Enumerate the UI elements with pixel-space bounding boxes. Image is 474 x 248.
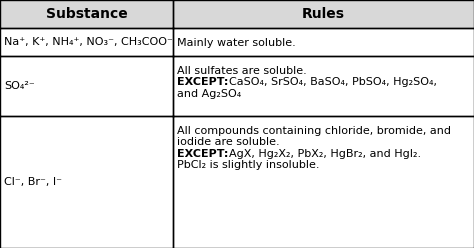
Text: AgX, Hg₂X₂, PbX₂, HgBr₂, and HgI₂.: AgX, Hg₂X₂, PbX₂, HgBr₂, and HgI₂. xyxy=(229,149,421,159)
Bar xyxy=(0,116,173,248)
Bar xyxy=(173,0,474,28)
Bar xyxy=(173,56,474,116)
Text: and Ag₂SO₄: and Ag₂SO₄ xyxy=(177,89,241,99)
Text: EXCEPT:: EXCEPT: xyxy=(177,149,228,159)
Text: All compounds containing chloride, bromide, and: All compounds containing chloride, bromi… xyxy=(177,126,451,136)
Text: Rules: Rules xyxy=(302,7,345,21)
Text: EXCEPT:: EXCEPT: xyxy=(177,77,228,87)
Text: Mainly water soluble.: Mainly water soluble. xyxy=(177,38,296,48)
Text: All sulfates are soluble.: All sulfates are soluble. xyxy=(177,66,307,76)
Text: Substance: Substance xyxy=(46,7,128,21)
Text: CaSO₄, SrSO₄, BaSO₄, PbSO₄, Hg₂SO₄,: CaSO₄, SrSO₄, BaSO₄, PbSO₄, Hg₂SO₄, xyxy=(229,77,438,87)
Bar xyxy=(0,28,173,56)
Text: Na⁺, K⁺, NH₄⁺, NO₃⁻, CH₃COO⁻: Na⁺, K⁺, NH₄⁺, NO₃⁻, CH₃COO⁻ xyxy=(4,37,173,47)
Bar xyxy=(0,0,173,28)
Bar xyxy=(173,28,474,56)
Text: SO₄²⁻: SO₄²⁻ xyxy=(4,81,35,91)
Text: iodide are soluble.: iodide are soluble. xyxy=(177,137,280,147)
Bar xyxy=(0,56,173,116)
Bar xyxy=(173,116,474,248)
Text: PbCl₂ is slightly insoluble.: PbCl₂ is slightly insoluble. xyxy=(177,160,319,170)
Text: Cl⁻, Br⁻, I⁻: Cl⁻, Br⁻, I⁻ xyxy=(4,177,62,187)
